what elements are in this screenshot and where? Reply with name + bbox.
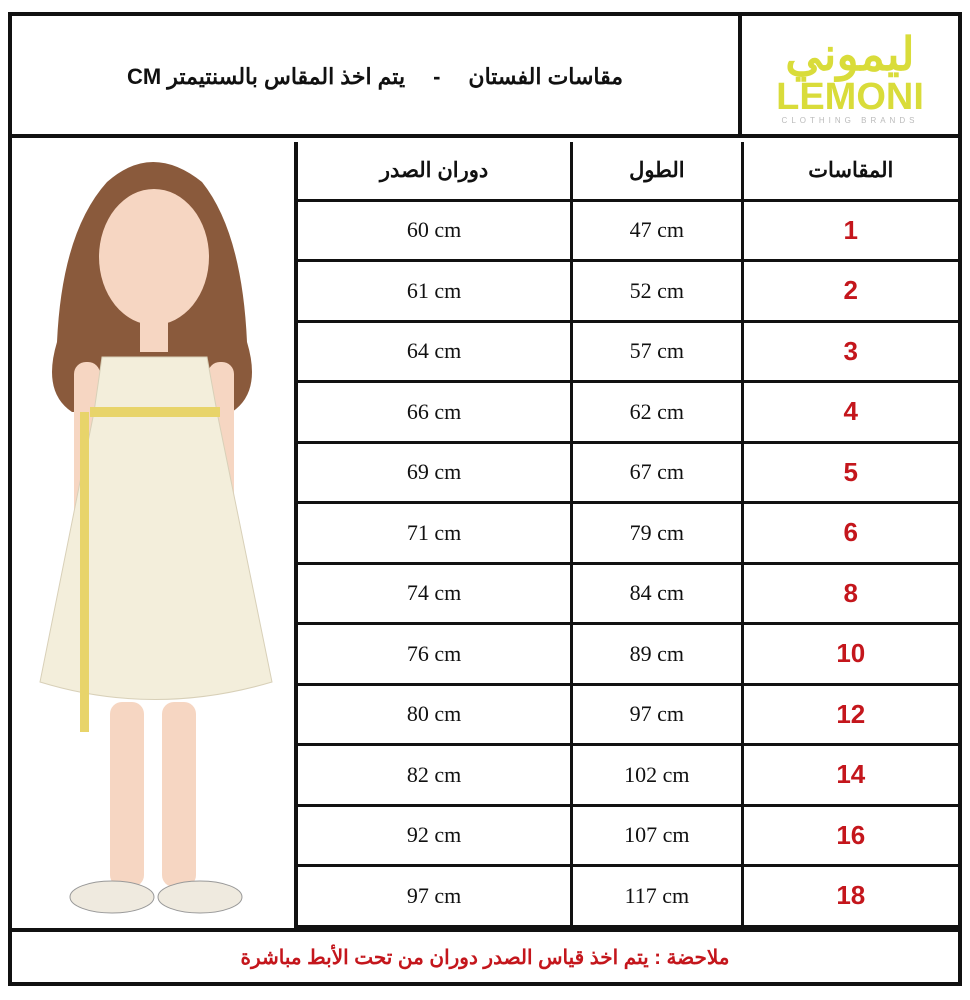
table-row: 97 cm 117 cm 18: [298, 864, 958, 928]
table-row: 76 cm 89 cm 10: [298, 622, 958, 686]
header: مقاسات الفستان - يتم اخذ المقاس بالسنتيم…: [12, 16, 958, 138]
length-cell: 89 cm: [570, 622, 744, 686]
chest-cell: 92 cm: [298, 803, 574, 867]
chest-cell: 69 cm: [298, 440, 574, 504]
chest-cell: 64 cm: [298, 319, 574, 383]
size-cell: 2: [740, 259, 958, 323]
title-dress-sizes: مقاسات الفستان: [468, 64, 624, 89]
table-row: 64 cm 57 cm 3: [298, 319, 958, 383]
chest-cell: 82 cm: [298, 743, 574, 807]
size-cell: 4: [740, 380, 958, 444]
length-cell: 67 cm: [570, 440, 744, 504]
girl-illustration: [12, 142, 298, 928]
chest-cell: 71 cm: [298, 501, 574, 565]
logo-tagline: CLOTHING BRANDS: [781, 115, 919, 125]
length-cell: 47 cm: [570, 198, 744, 262]
table-row: 92 cm 107 cm 16: [298, 803, 958, 867]
size-table: دوران الصدر الطول المقاسات 60 cm 47 cm 1 61…: [298, 142, 958, 928]
logo-arabic: ليموني: [785, 27, 915, 80]
length-cell: 84 cm: [570, 561, 744, 625]
table-row: 82 cm 102 cm 14: [298, 743, 958, 807]
chest-cell: 80 cm: [298, 682, 574, 746]
chest-cell: 74 cm: [298, 561, 574, 625]
length-cell: 79 cm: [570, 501, 744, 565]
header-size: المقاسات: [740, 142, 958, 202]
size-cell: 16: [740, 803, 958, 867]
title-separator: -: [433, 64, 441, 89]
brand-logo: ليموني LEMONI CLOTHING BRANDS: [738, 16, 958, 138]
size-cell: 6: [740, 501, 958, 565]
length-cell: 62 cm: [570, 380, 744, 444]
length-cell: 117 cm: [570, 864, 744, 928]
size-cell: 1: [740, 198, 958, 262]
table-row: 60 cm 47 cm 1: [298, 198, 958, 262]
size-cell: 12: [740, 682, 958, 746]
header-chest: دوران الصدر: [298, 142, 574, 202]
chest-cell: 60 cm: [298, 198, 574, 262]
size-cell: 10: [740, 622, 958, 686]
header-length: الطول: [570, 142, 744, 202]
size-cell: 3: [740, 319, 958, 383]
length-cell: 57 cm: [570, 319, 744, 383]
table-row: 80 cm 97 cm 12: [298, 682, 958, 746]
table-row: 69 cm 67 cm 5: [298, 440, 958, 504]
size-cell: 18: [740, 864, 958, 928]
length-cell: 52 cm: [570, 259, 744, 323]
length-cell: 107 cm: [570, 803, 744, 867]
page-title: مقاسات الفستان - يتم اخذ المقاس بالسنتيم…: [12, 16, 738, 138]
chest-cell: 61 cm: [298, 259, 574, 323]
table-row: 61 cm 52 cm 2: [298, 259, 958, 323]
chest-cell: 66 cm: [298, 380, 574, 444]
size-cell: 14: [740, 743, 958, 807]
table-header-row: دوران الصدر الطول المقاسات: [298, 142, 958, 202]
footer-note: ملاحضة : يتم اخذ قياس الصدر دوران من تحت…: [12, 928, 958, 982]
logo-english: LEMONI: [776, 75, 924, 118]
chest-cell: 76 cm: [298, 622, 574, 686]
size-chart: مقاسات الفستان - يتم اخذ المقاس بالسنتيم…: [8, 12, 962, 986]
table-row: 74 cm 84 cm 8: [298, 561, 958, 625]
size-cell: 8: [740, 561, 958, 625]
table-row: 66 cm 62 cm 4: [298, 380, 958, 444]
chest-cell: 97 cm: [298, 864, 574, 928]
length-cell: 102 cm: [570, 743, 744, 807]
title-unit-note: يتم اخذ المقاس بالسنتيمتر CM: [126, 64, 406, 89]
length-cell: 97 cm: [570, 682, 744, 746]
table-row: 71 cm 79 cm 6: [298, 501, 958, 565]
size-cell: 5: [740, 440, 958, 504]
